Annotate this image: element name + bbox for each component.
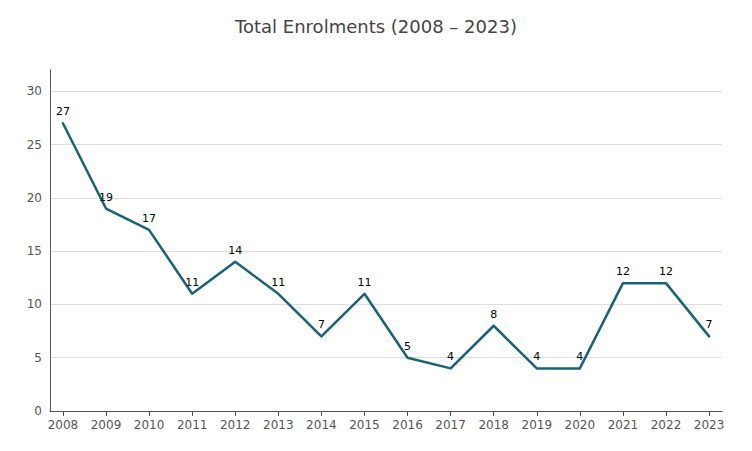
svg-text:2023: 2023: [694, 418, 725, 432]
svg-text:2019: 2019: [521, 418, 552, 432]
svg-text:4: 4: [447, 350, 454, 363]
svg-text:5: 5: [34, 351, 42, 365]
svg-text:25: 25: [27, 138, 42, 152]
svg-text:12: 12: [616, 265, 630, 278]
svg-text:2009: 2009: [91, 418, 122, 432]
svg-text:2022: 2022: [651, 418, 682, 432]
svg-text:0: 0: [34, 404, 42, 418]
svg-text:2008: 2008: [48, 418, 79, 432]
svg-text:4: 4: [576, 350, 583, 363]
svg-text:Total Enrolments (2008 – 2023): Total Enrolments (2008 – 2023): [234, 16, 517, 37]
svg-text:7: 7: [318, 318, 325, 331]
svg-text:11: 11: [357, 276, 371, 289]
svg-text:2010: 2010: [134, 418, 165, 432]
svg-text:27: 27: [56, 105, 70, 118]
svg-text:19: 19: [99, 191, 113, 204]
svg-text:7: 7: [706, 318, 713, 331]
svg-text:5: 5: [404, 340, 411, 353]
svg-text:11: 11: [271, 276, 285, 289]
svg-text:17: 17: [142, 212, 156, 225]
svg-text:15: 15: [27, 244, 42, 258]
svg-text:2020: 2020: [565, 418, 596, 432]
svg-text:2016: 2016: [392, 418, 423, 432]
svg-text:2012: 2012: [220, 418, 251, 432]
svg-text:2018: 2018: [478, 418, 509, 432]
svg-text:4: 4: [533, 350, 540, 363]
svg-text:2014: 2014: [306, 418, 337, 432]
svg-text:2021: 2021: [608, 418, 639, 432]
svg-text:12: 12: [659, 265, 673, 278]
svg-text:2011: 2011: [177, 418, 208, 432]
svg-text:10: 10: [27, 297, 42, 311]
svg-text:2013: 2013: [263, 418, 294, 432]
svg-text:20: 20: [27, 191, 42, 205]
svg-text:30: 30: [27, 84, 42, 98]
svg-text:2017: 2017: [435, 418, 466, 432]
svg-text:2015: 2015: [349, 418, 380, 432]
svg-text:14: 14: [228, 244, 242, 257]
svg-text:11: 11: [185, 276, 199, 289]
svg-text:8: 8: [490, 308, 497, 321]
